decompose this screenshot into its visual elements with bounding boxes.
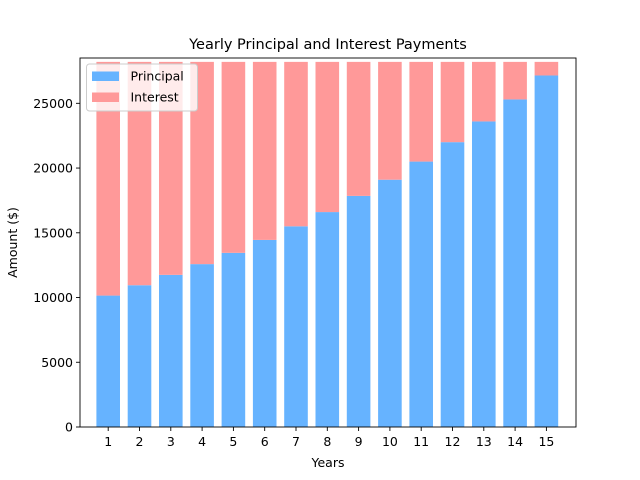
x-tick-label: 13 <box>476 434 492 449</box>
x-tick-label: 15 <box>538 434 554 449</box>
legend-swatch-principal <box>92 71 119 81</box>
bar-principal-year-7 <box>284 226 308 427</box>
x-tick-label: 5 <box>229 434 237 449</box>
bar-interest-year-15 <box>534 61 559 76</box>
y-axis-ticks: 0 5000 10000 15000 20000 25000 <box>33 96 80 435</box>
x-tick-label: 9 <box>355 434 363 449</box>
y-tick-label: 25000 <box>33 96 73 111</box>
y-tick-label: 20000 <box>33 161 73 176</box>
y-tick-label: 0 <box>65 420 73 435</box>
bar-interest-year-14 <box>503 61 527 100</box>
x-tick-label: 11 <box>413 434 429 449</box>
bar-interest-year-12 <box>440 61 465 143</box>
x-axis-ticks: 1 2 3 4 5 6 7 8 9 10 11 12 13 14 15 <box>104 427 554 449</box>
y-tick-label: 15000 <box>33 225 73 240</box>
bar-interest-year-3 <box>159 61 183 275</box>
bar-principal-year-9 <box>346 195 371 427</box>
bar-principal-year-4 <box>190 264 214 427</box>
bar-principal-year-1 <box>96 295 120 427</box>
x-tick-label: 14 <box>507 434 523 449</box>
x-tick-label: 12 <box>445 434 461 449</box>
bar-principal-year-12 <box>440 142 465 427</box>
bar-interest-year-2 <box>127 61 152 286</box>
bar-principal-year-14 <box>503 99 527 428</box>
chart-title: Yearly Principal and Interest Payments <box>188 37 467 53</box>
bar-interest-year-10 <box>378 61 402 180</box>
x-tick-label: 7 <box>292 434 300 449</box>
bar-interest-year-1 <box>96 61 120 296</box>
x-tick-label: 4 <box>198 434 206 449</box>
y-tick-label: 5000 <box>41 355 73 370</box>
x-axis-label: Years <box>311 455 345 470</box>
x-tick-label: 10 <box>382 434 398 449</box>
bar-principal-year-2 <box>127 285 152 427</box>
bar-principal-year-13 <box>472 121 496 427</box>
bar-principal-year-5 <box>221 252 246 427</box>
y-tick-label: 10000 <box>33 290 73 305</box>
bar-interest-year-6 <box>252 61 277 240</box>
x-tick-label: 2 <box>136 434 144 449</box>
bar-principal-year-10 <box>378 179 402 427</box>
bar-principal-year-15 <box>534 75 559 427</box>
bar-interest-year-9 <box>346 61 371 196</box>
x-tick-label: 3 <box>167 434 175 449</box>
bar-interest-year-5 <box>221 61 246 253</box>
bars <box>96 61 559 428</box>
bar-interest-year-11 <box>409 61 433 162</box>
x-tick-label: 6 <box>261 434 269 449</box>
legend-label-interest: Interest <box>131 90 179 105</box>
y-axis-label: Amount ($) <box>5 207 20 278</box>
bar-principal-year-3 <box>159 274 183 427</box>
legend-swatch-interest <box>92 92 119 102</box>
bar-principal-year-11 <box>409 161 433 427</box>
x-tick-label: 8 <box>323 434 331 449</box>
bar-principal-year-8 <box>315 212 340 427</box>
x-tick-label: 1 <box>104 434 112 449</box>
bar-interest-year-8 <box>315 61 340 213</box>
bar-interest-year-7 <box>284 61 308 227</box>
bar-interest-year-13 <box>472 61 496 122</box>
bar-principal-year-6 <box>252 239 277 427</box>
legend: Principal Interest <box>86 63 198 112</box>
legend-label-principal: Principal <box>131 69 184 84</box>
plot-frame <box>79 57 577 428</box>
bar-interest-year-4 <box>190 61 214 265</box>
